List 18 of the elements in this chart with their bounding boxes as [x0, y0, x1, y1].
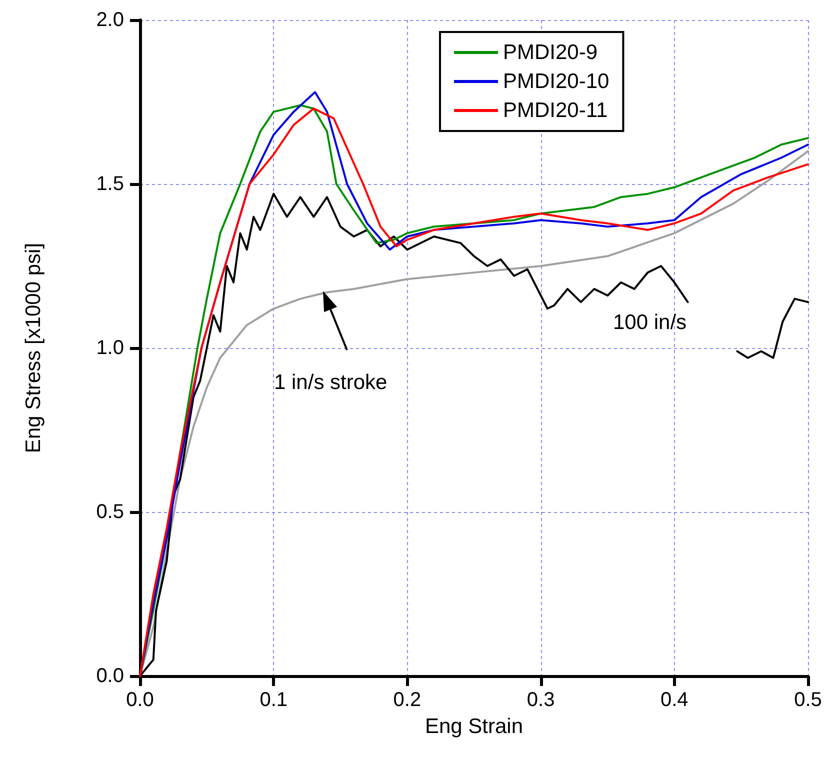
x-tick-label: 0.1 — [260, 689, 288, 711]
annotation: 1 in/s stroke — [274, 371, 388, 394]
y-tick-label: 2.0 — [96, 9, 124, 31]
y-tick-label: 0.0 — [96, 665, 124, 687]
annotation: 100 in/s — [613, 311, 687, 334]
y-axis-title: Eng Stress [x1000 psi] — [22, 242, 45, 454]
legend-label: PMDI20-9 — [503, 41, 598, 64]
x-tick-label: 0.0 — [126, 689, 154, 711]
y-tick-label: 1.0 — [96, 337, 124, 359]
legend-label: PMDI20-10 — [503, 70, 610, 93]
x-tick-label: 0.4 — [660, 689, 688, 711]
x-tick-label: 0.2 — [393, 689, 422, 711]
x-tick-label: 0.3 — [526, 689, 555, 711]
x-tick-label: 0.5 — [794, 689, 822, 711]
y-tick-label: 1.5 — [96, 173, 124, 195]
x-axis-title: Eng Strain — [424, 715, 524, 738]
legend-label: PMDI20-11 — [503, 99, 608, 122]
y-tick-label: 0.5 — [96, 501, 124, 523]
